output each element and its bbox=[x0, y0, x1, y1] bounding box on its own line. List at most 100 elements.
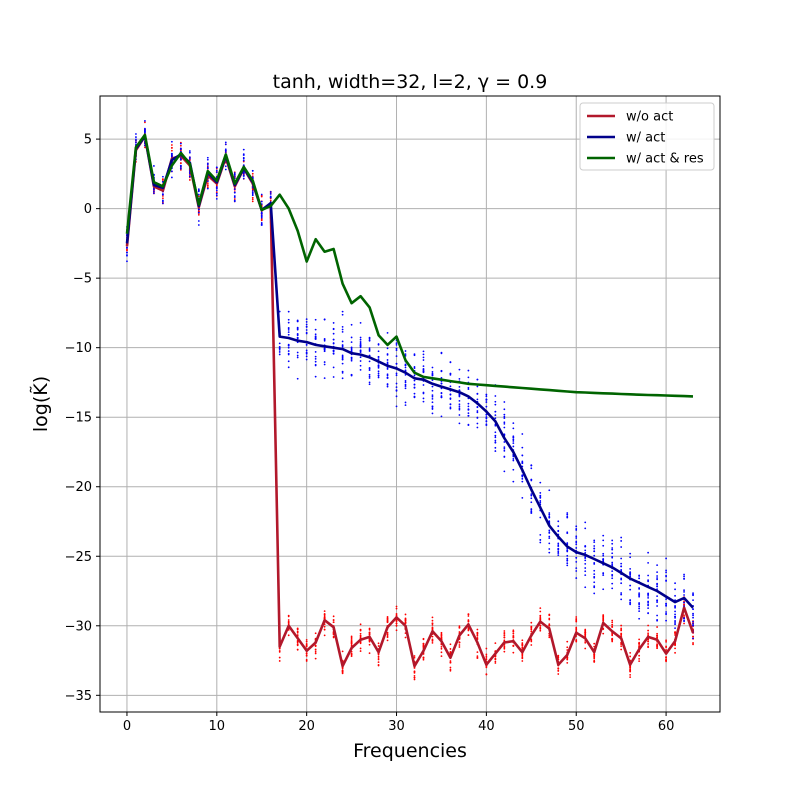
scatter-point bbox=[431, 397, 434, 400]
scatter-point bbox=[359, 356, 362, 359]
scatter-point bbox=[233, 191, 236, 194]
scatter-point bbox=[314, 364, 317, 367]
scatter-point bbox=[449, 361, 452, 363]
scatter-point bbox=[449, 660, 452, 662]
scatter-point bbox=[656, 585, 659, 588]
scatter-point bbox=[674, 582, 676, 585]
scatter-point bbox=[656, 582, 659, 585]
scatter-point bbox=[368, 631, 371, 634]
legend-label: w/ act bbox=[626, 131, 665, 146]
scatter-point bbox=[638, 610, 641, 612]
scatter-point bbox=[674, 588, 676, 591]
scatter-point bbox=[341, 344, 344, 346]
scatter-point bbox=[305, 658, 308, 661]
scatter-point bbox=[467, 628, 470, 631]
scatter-point bbox=[674, 606, 676, 609]
scatter-point bbox=[611, 542, 614, 545]
scatter-point bbox=[197, 213, 200, 216]
scatter-point bbox=[422, 370, 425, 373]
scatter-point bbox=[197, 193, 200, 196]
scatter-point bbox=[494, 414, 497, 417]
legend-box bbox=[579, 102, 715, 171]
scatter-point bbox=[548, 613, 551, 616]
scatter-point bbox=[503, 639, 506, 642]
legend: w/o act w/ act w/ act & res bbox=[579, 102, 715, 171]
scatter-point bbox=[413, 366, 416, 368]
scatter-point bbox=[476, 417, 479, 419]
scatter-point bbox=[521, 477, 524, 480]
scatter-point bbox=[683, 577, 685, 580]
scatter-point bbox=[485, 413, 488, 416]
scatter-point bbox=[512, 438, 515, 441]
scatter-point bbox=[665, 605, 667, 607]
scatter-point bbox=[341, 330, 344, 333]
scatter-point bbox=[602, 588, 605, 591]
scatter-point bbox=[584, 552, 587, 554]
scatter-point bbox=[611, 561, 614, 564]
scatter-point bbox=[431, 395, 434, 398]
scatter-point bbox=[620, 582, 623, 585]
scatter-point bbox=[440, 352, 443, 355]
scatter-point bbox=[521, 446, 524, 449]
scatter-point bbox=[656, 632, 659, 635]
scatter-point bbox=[341, 346, 344, 348]
scatter-point bbox=[440, 369, 443, 372]
scatter-point bbox=[458, 403, 461, 406]
scatter-point bbox=[611, 619, 614, 622]
scatter-point bbox=[377, 658, 380, 661]
scatter-point bbox=[377, 372, 380, 375]
scatter-point bbox=[215, 194, 218, 197]
scatter-point bbox=[206, 158, 209, 161]
scatter-point bbox=[548, 618, 551, 621]
scatter-point bbox=[620, 633, 623, 636]
scatter-point bbox=[485, 401, 488, 403]
scatter-point bbox=[512, 457, 515, 460]
scatter-point bbox=[305, 329, 308, 331]
scatter-point bbox=[179, 147, 182, 150]
scatter-point bbox=[395, 405, 398, 408]
scatter-point bbox=[611, 552, 614, 555]
scatter-point bbox=[332, 338, 335, 341]
scatter-point bbox=[368, 375, 371, 378]
scatter-point bbox=[611, 577, 614, 580]
scatter-point bbox=[629, 670, 632, 673]
scatter-point bbox=[629, 556, 632, 559]
scatter-point bbox=[602, 619, 605, 622]
scatter-point bbox=[494, 395, 497, 397]
scatter-point bbox=[503, 447, 506, 450]
scatter-point bbox=[341, 310, 344, 313]
scatter-point bbox=[566, 542, 569, 544]
scatter-point bbox=[278, 656, 281, 659]
scatter-point bbox=[404, 613, 407, 616]
scatter-point bbox=[539, 500, 542, 502]
scatter-point bbox=[332, 327, 335, 330]
scatter-point bbox=[206, 167, 209, 170]
scatter-point bbox=[476, 410, 479, 412]
scatter-point bbox=[548, 535, 551, 538]
scatter-point bbox=[377, 374, 380, 377]
scatter-point bbox=[692, 642, 694, 644]
scatter-point bbox=[206, 162, 209, 165]
scatter-point bbox=[494, 660, 497, 663]
scatter-point bbox=[341, 356, 344, 359]
scatter-point bbox=[467, 408, 470, 411]
scatter-point bbox=[602, 614, 605, 616]
scatter-point bbox=[557, 550, 560, 553]
scatter-point bbox=[593, 581, 596, 584]
scatter-point bbox=[620, 546, 623, 548]
scatter-point bbox=[629, 655, 632, 658]
scatter-point bbox=[287, 321, 290, 324]
scatter-point bbox=[251, 194, 254, 197]
scatter-point bbox=[575, 639, 578, 642]
scatter-point bbox=[620, 540, 623, 542]
scatter-point bbox=[422, 638, 425, 641]
scatter-point bbox=[494, 441, 497, 444]
scatter-point bbox=[602, 552, 605, 555]
grid bbox=[100, 96, 720, 712]
scatter-point bbox=[593, 545, 596, 547]
scatter-point bbox=[440, 636, 443, 638]
plot-frame bbox=[99, 95, 721, 713]
scatter-point bbox=[314, 338, 317, 341]
scatter-point bbox=[530, 501, 533, 504]
scatter-point bbox=[638, 657, 641, 660]
